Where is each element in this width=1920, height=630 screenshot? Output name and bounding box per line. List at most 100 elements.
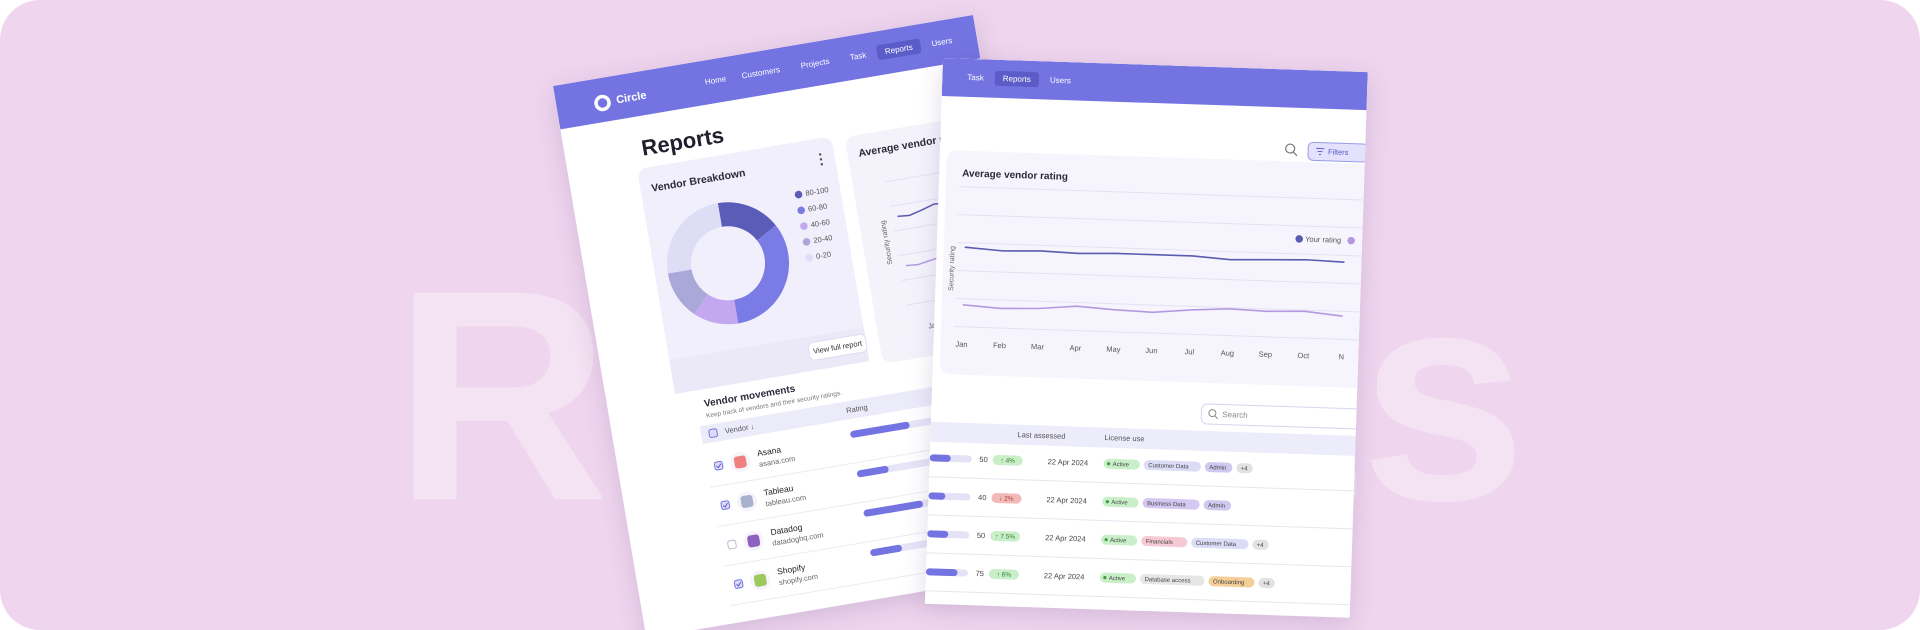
tag-label: Business Data [1147,501,1187,508]
menu-dots [818,153,824,166]
tag-label: +4 [1257,543,1265,549]
tag-label: +4 [1263,581,1271,587]
tag-label: Onboarding [1213,579,1245,586]
checkbox[interactable] [727,539,737,550]
row-divider [927,514,1353,530]
logo [594,94,611,112]
legend-label: 20-40 [813,233,833,245]
row-divider [925,590,1351,606]
tag-label: Active [1109,576,1126,583]
tag-label: Customer Data [1196,541,1237,548]
tag-label: Financials [1146,539,1173,546]
tag-label: Active [1111,500,1128,507]
right-canvas: Filters Average vendor rating Security r… [925,58,1368,606]
view-report-button[interactable] [807,333,868,361]
nav-item[interactable]: Users [1050,76,1071,86]
legend-label: Your rating [1305,235,1341,245]
grid-line [955,270,1366,285]
grid-line [956,242,1367,257]
line-series [962,303,1343,317]
donut-segment [717,202,776,241]
filters-button[interactable] [1307,141,1368,163]
x-tick-label: Jan [955,340,967,349]
x-tick-label: Jun [1145,346,1157,355]
score-value: 50 [979,455,988,464]
tag [1141,536,1188,548]
legend-swatch [1347,236,1355,245]
line-series [964,246,1345,264]
row-divider [929,476,1354,492]
tag-dot [1105,500,1109,504]
legend-label: 40-60 [810,217,830,229]
tag [1142,498,1200,510]
legend-swatch [800,222,808,230]
x-tick-label: May [1106,345,1121,354]
change-label: ↑ 4% [1000,457,1015,464]
column-header: License use [1104,433,1144,443]
button-label: Filters [1328,147,1349,157]
legend-label: 0-20 [815,250,831,261]
tag-dot [1107,462,1111,466]
legend-swatch [794,190,803,199]
search-icon [1214,415,1219,420]
checkmark [736,581,742,587]
checkbox[interactable] [720,500,731,510]
vendor-logo-mark [740,495,754,508]
tag [1208,576,1255,588]
tag [1140,573,1205,586]
tag [1191,537,1249,550]
vendor-logo-mark [753,573,767,587]
change-badge [990,530,1021,542]
assessed-date: 22 Apr 2024 [1045,533,1086,543]
legend-label: 80-100 [805,185,830,198]
donut-segment [667,269,708,315]
score-bar [929,454,951,462]
search-icon[interactable] [1285,143,1296,154]
filter-icon [1316,147,1325,156]
score-value: 50 [977,531,986,540]
tag-label: +4 [1241,466,1249,472]
donut-segment [694,294,739,325]
breakdown-card [638,137,868,393]
vendor-logo-mark [747,534,761,548]
nav-item[interactable]: Reports [1003,74,1031,84]
brand: Circle [615,90,647,107]
checkbox[interactable] [708,428,718,438]
tag [1101,534,1138,546]
nav-item[interactable]: Home [704,74,727,87]
tag-label: Active [1113,462,1130,469]
change-label: ↓ 2% [999,495,1014,502]
checkbox[interactable] [713,460,724,471]
vendor-logo-mark [733,455,747,469]
tag [1143,460,1201,472]
tag [1252,539,1269,550]
tag [1204,462,1233,473]
tag-dot [1104,538,1108,542]
score-bar [925,568,958,577]
checkbox[interactable] [733,579,744,589]
tag-label: Admin [1209,465,1226,472]
tag-label: Database access [1144,577,1190,585]
score-value: 75 [975,569,984,578]
vendor-name: Asana [756,444,782,458]
rating-bar [850,421,910,438]
nav-item[interactable]: Task [849,50,868,62]
grid-line [955,298,1365,313]
x-tick-label: Feb [993,341,1006,350]
score-bar [927,530,949,538]
nav-item[interactable]: Users [931,36,953,48]
page-title: Reports [640,122,726,161]
score-bar [928,492,946,500]
change-badge [988,568,1019,580]
column-header: Last assessed [1017,430,1065,441]
right-screen: Filters Average vendor rating Security r… [924,58,1368,618]
tag [1099,572,1137,584]
donut-segment [734,225,789,324]
vendor-name: Shopify [776,562,806,577]
legend-swatch [805,253,814,262]
rating-bar [863,500,923,517]
rating-bar [870,544,902,557]
nav-item[interactable]: Task [967,73,985,83]
column-header: Rating [845,403,868,415]
